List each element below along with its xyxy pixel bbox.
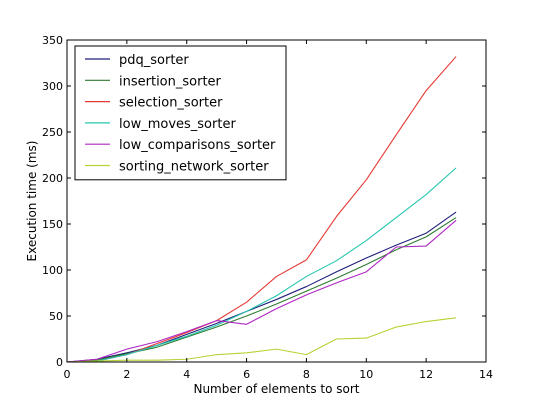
series-line-pdq_sorter xyxy=(66,211,457,363)
y-tick-label: 250 xyxy=(42,126,63,139)
x-tick-label: 14 xyxy=(479,368,493,381)
x-tick-label: 6 xyxy=(243,368,250,381)
plot-frame xyxy=(66,39,487,363)
x-tick-label: 10 xyxy=(359,368,373,381)
legend-label-insertion_sorter: insertion_sorter xyxy=(119,74,222,89)
y-tick-label: 350 xyxy=(42,34,63,47)
y-tick-label: 300 xyxy=(42,80,63,93)
x-tick-label: 2 xyxy=(123,368,130,381)
series-line-sorting_network_sorter xyxy=(66,317,457,363)
legend-label-pdq_sorter: pdq_sorter xyxy=(119,53,189,68)
x-tick-label: 12 xyxy=(419,368,433,381)
x-tick-label: 4 xyxy=(183,368,190,381)
y-tick-label: 200 xyxy=(42,172,63,185)
x-tick-label: 0 xyxy=(64,368,71,381)
x-tick-label: 8 xyxy=(303,368,310,381)
legend-label-sorting_network_sorter: sorting_network_sorter xyxy=(119,160,269,175)
y-tick-label: 50 xyxy=(49,310,63,323)
x-axis-label: Number of elements to sort xyxy=(193,382,359,396)
axes-layer: 0 2 4 6 8 10 12 14 0 50 100 150 200 250 300 350 xyxy=(42,34,493,381)
y-tick-label: 0 xyxy=(56,356,63,369)
series-line-low_moves_sorter xyxy=(66,167,457,363)
y-tick-label: 100 xyxy=(42,264,63,277)
legend: pdq_sorter insertion_sorter selection_sort… xyxy=(74,45,287,181)
series-layer xyxy=(66,56,457,363)
legend-label-low_comparisons_sorter: low_comparisons_sorter xyxy=(119,138,276,153)
legend-label-low_moves_sorter: low_moves_sorter xyxy=(119,117,236,132)
y-tick-label: 150 xyxy=(42,218,63,231)
series-line-low_comparisons_sorter xyxy=(66,219,457,363)
legend-label-selection_sorter: selection_sorter xyxy=(119,96,223,111)
y-axis-label: Execution time (ms) xyxy=(25,141,39,262)
legend-box xyxy=(74,45,287,181)
